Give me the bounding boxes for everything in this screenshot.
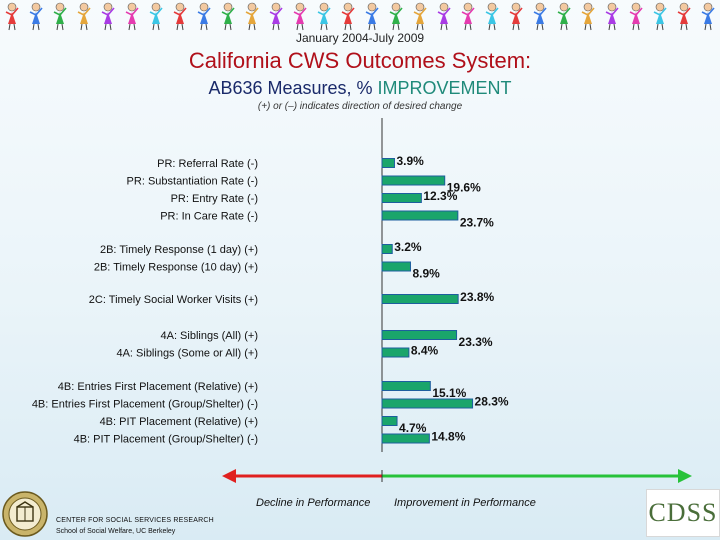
- value-label: 28.3%: [475, 395, 509, 409]
- kid-figure-icon: [485, 2, 499, 31]
- kid-figure-icon: [125, 2, 139, 31]
- bar: [381, 416, 398, 426]
- bar: [381, 347, 410, 358]
- category-label: 2C: Timely Social Worker Visits (+): [89, 294, 258, 306]
- kid-figure-icon: [701, 2, 715, 31]
- category-label: PR: In Care Rate (-): [160, 211, 258, 223]
- value-label: 23.8%: [460, 290, 494, 304]
- bar: [381, 398, 474, 409]
- value-label: 15.1%: [432, 386, 466, 400]
- direction-note: (+) or (–) indicates direction of desire…: [257, 101, 463, 112]
- bar: [381, 158, 395, 168]
- value-label: 23.3%: [459, 335, 493, 349]
- page-title: California CWS Outcomes System:: [188, 48, 532, 73]
- kid-figure-icon: [53, 2, 67, 31]
- bar: [381, 330, 458, 340]
- value-label: 3.2%: [394, 240, 422, 254]
- category-label: PR: Entry Rate (-): [171, 193, 258, 205]
- subtitle-accent: IMPROVEMENT: [377, 78, 512, 98]
- kid-figure-icon: [365, 2, 379, 31]
- kid-figure-icon: [509, 2, 523, 31]
- subtitle-main: AB636 Measures, %: [208, 78, 378, 98]
- bar: [381, 261, 411, 272]
- kid-figure-icon: [629, 2, 643, 31]
- kid-figure-icon: [29, 2, 43, 31]
- category-label: PR: Substantiation Rate (-): [127, 176, 258, 188]
- category-label: PR: Referral Rate (-): [157, 158, 258, 170]
- decline-label: Decline in Performance: [256, 497, 371, 509]
- improve-label: Improvement in Performance: [394, 497, 536, 509]
- kid-figure-icon: [149, 2, 163, 31]
- kid-figure-icon: [677, 2, 691, 31]
- value-label: 4.7%: [399, 421, 427, 435]
- kid-figure-icon: [581, 2, 595, 31]
- kid-figure-icon: [341, 2, 355, 31]
- date-range: January 2004-July 2009: [295, 31, 425, 45]
- cdss-logo-box: CDSS: [646, 489, 720, 537]
- value-label: 8.9%: [412, 267, 440, 281]
- uc-seal-icon: [2, 491, 48, 537]
- decline-arrowhead-icon: [222, 469, 236, 483]
- bar: [381, 381, 431, 391]
- kid-figure-icon: [557, 2, 571, 31]
- value-label: 3.9%: [396, 154, 424, 168]
- kids-banner-decoration: [5, 2, 715, 31]
- category-label: 4B: Entries First Placement (Relative) (…: [58, 381, 258, 393]
- kid-figure-icon: [245, 2, 259, 31]
- category-label: 2B: Timely Response (10 day) (+): [94, 262, 258, 274]
- kid-figure-icon: [437, 2, 451, 31]
- category-label: 4A: Siblings (All) (+): [160, 330, 258, 342]
- org-name: CENTER FOR SOCIAL SERVICES RESEARCH: [56, 517, 214, 524]
- kid-figure-icon: [101, 2, 115, 31]
- value-label: 12.3%: [423, 189, 457, 203]
- kid-figure-icon: [221, 2, 235, 31]
- category-label: 2B: Timely Response (1 day) (+): [100, 244, 258, 256]
- kid-figure-icon: [77, 2, 91, 31]
- kid-figure-icon: [197, 2, 211, 31]
- kid-figure-icon: [5, 2, 19, 31]
- value-label: 8.4%: [411, 344, 439, 358]
- value-label: 19.6%: [447, 181, 481, 195]
- bar: [381, 175, 446, 186]
- org-subtitle: School of Social Welfare, UC Berkeley: [56, 528, 176, 535]
- kid-figure-icon: [605, 2, 619, 31]
- bar: [381, 244, 393, 254]
- bar: [381, 294, 459, 304]
- bar: [381, 210, 459, 221]
- kid-figure-icon: [653, 2, 667, 31]
- bar: [381, 433, 430, 444]
- category-label: 4B: Entries First Placement (Group/Shelt…: [32, 399, 258, 411]
- kid-figure-icon: [269, 2, 283, 31]
- improve-arrowhead-icon: [678, 469, 692, 483]
- value-label: 23.7%: [460, 216, 494, 230]
- cdss-logo: CDSS: [648, 498, 718, 527]
- kid-figure-icon: [461, 2, 475, 31]
- kid-figure-icon: [389, 2, 403, 31]
- bar: [381, 193, 422, 203]
- kid-figure-icon: [533, 2, 547, 31]
- category-label: 4A: Siblings (Some or All) (+): [116, 348, 258, 360]
- value-label: 14.8%: [431, 430, 465, 444]
- page-subtitle: AB636 Measures, % IMPROVEMENT: [0, 78, 720, 99]
- category-label: 4B: PIT Placement (Relative) (+): [100, 416, 258, 428]
- category-label: 4B: PIT Placement (Group/Shelter) (-): [74, 434, 258, 446]
- kid-figure-icon: [413, 2, 427, 31]
- kid-figure-icon: [173, 2, 187, 31]
- kid-figure-icon: [293, 2, 307, 31]
- kid-figure-icon: [317, 2, 331, 31]
